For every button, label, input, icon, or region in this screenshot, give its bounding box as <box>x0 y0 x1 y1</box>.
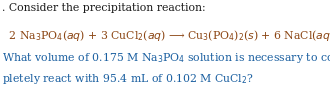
Text: pletely react with 95.4 mL of 0.102 M CuCl$_2$?: pletely react with 95.4 mL of 0.102 M Cu… <box>2 72 253 86</box>
Text: What volume of 0.175 M Na$_3$PO$_4$ solution is necessary to com-: What volume of 0.175 M Na$_3$PO$_4$ solu… <box>2 51 330 65</box>
Text: . Consider the precipitation reaction:: . Consider the precipitation reaction: <box>2 3 205 13</box>
Text: 2 Na$_3$PO$_4$($aq$) + 3 CuCl$_2$($aq$) ⟶ Cu$_3$(PO$_4$)$_2$($s$) + 6 NaCl($aq$): 2 Na$_3$PO$_4$($aq$) + 3 CuCl$_2$($aq$) … <box>2 28 330 43</box>
